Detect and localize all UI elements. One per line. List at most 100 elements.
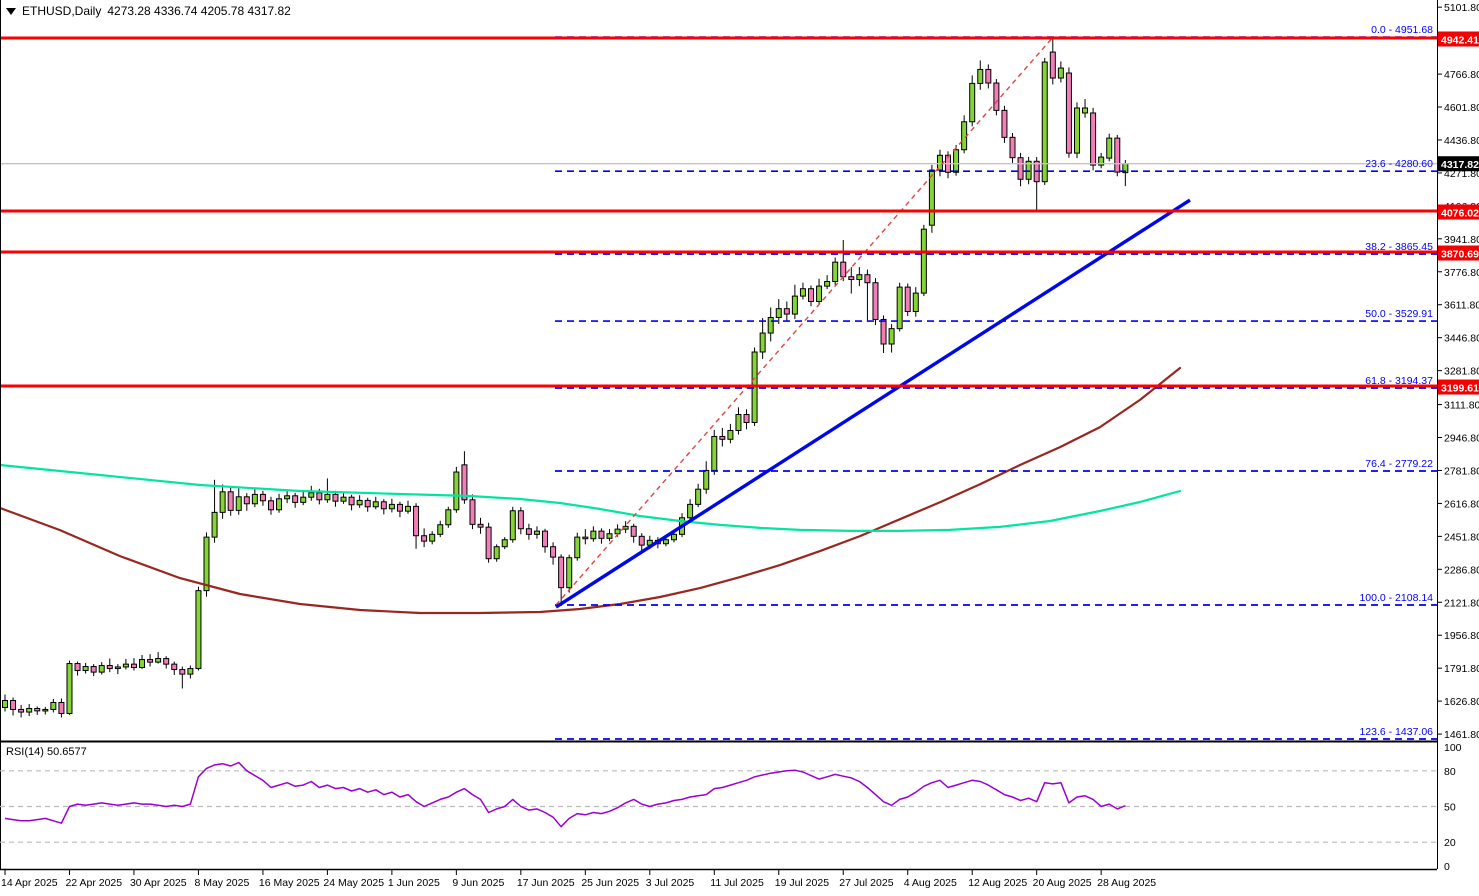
candle-down	[477, 523, 484, 528]
resistance-lines[interactable]	[0, 36, 1437, 388]
candle-up	[791, 295, 798, 315]
candle-up	[735, 414, 742, 431]
svg-text:0.0 - 4951.68: 0.0 - 4951.68	[1371, 24, 1433, 36]
candle-up	[66, 663, 73, 714]
svg-text:11 Jul 2025: 11 Jul 2025	[710, 877, 764, 889]
candle-down	[292, 495, 299, 503]
svg-text:2946.80: 2946.80	[1444, 433, 1479, 445]
candle-down	[719, 435, 726, 440]
candle-up	[445, 509, 452, 526]
svg-text:3776.80: 3776.80	[1444, 267, 1479, 279]
svg-text:4317.82: 4317.82	[1441, 159, 1479, 171]
resistance-price-badge	[1438, 31, 1479, 47]
ohlc-values-label: 4273.28 4336.74 4205.78 4317.82	[107, 4, 291, 18]
symbol-dropdown-icon[interactable]	[6, 7, 16, 15]
date-axis[interactable]: 14 Apr 2025 22 Apr 2025 30 Apr 2025 8 May 2…	[1, 870, 1156, 889]
candle-down	[413, 505, 420, 537]
candle-up	[211, 511, 218, 538]
candle-up	[799, 288, 806, 297]
candle-up	[1106, 137, 1113, 159]
candle-up	[509, 510, 516, 541]
svg-text:2616.80: 2616.80	[1444, 498, 1479, 510]
svg-text:22 Apr 2025: 22 Apr 2025	[65, 877, 122, 889]
candle-up	[2, 699, 8, 708]
svg-text:4076.02: 4076.02	[1441, 208, 1479, 220]
candle-up	[590, 530, 597, 540]
candle-down	[259, 493, 266, 502]
svg-text:2286.80: 2286.80	[1444, 564, 1479, 576]
svg-text:19 Jul 2025: 19 Jul 2025	[775, 877, 829, 889]
candle-down	[171, 663, 178, 671]
candle-up	[614, 528, 621, 535]
candle-down	[630, 525, 637, 537]
candle-down	[163, 658, 170, 665]
candle-down	[558, 556, 565, 589]
candle-up	[703, 469, 710, 490]
candle-down	[332, 493, 339, 502]
svg-text:38.2 - 3865.45: 38.2 - 3865.45	[1365, 241, 1433, 253]
candle-up	[566, 557, 573, 589]
svg-text:4601.80: 4601.80	[1444, 102, 1479, 114]
candle-up	[203, 536, 210, 592]
candle-up	[670, 533, 677, 541]
resistance-price-badge	[1438, 379, 1479, 395]
candle-up	[284, 495, 291, 500]
svg-text:5101.80: 5101.80	[1444, 2, 1479, 14]
candle-up	[340, 496, 347, 502]
candle-down	[872, 282, 879, 320]
svg-text:4 Aug 2025: 4 Aug 2025	[904, 877, 957, 889]
candle-down	[880, 318, 887, 345]
candle-up	[711, 435, 718, 471]
svg-text:100: 100	[1444, 742, 1462, 754]
candle-up	[759, 332, 766, 353]
candle-up	[300, 496, 307, 503]
svg-text:3111.80: 3111.80	[1444, 400, 1479, 412]
svg-text:100.0 - 2108.14: 100.0 - 2108.14	[1359, 592, 1433, 604]
candle-down	[517, 510, 524, 530]
blue-trend-line[interactable]	[555, 198, 1191, 609]
candle-up	[1057, 67, 1064, 79]
candle-up	[896, 286, 903, 330]
svg-text:3941.80: 3941.80	[1444, 234, 1479, 246]
candle-down	[808, 288, 814, 302]
candle-up	[429, 533, 436, 542]
chart-title-bar[interactable]: ETHUSD,Daily 4273.28 4336.74 4205.78 431…	[6, 4, 291, 18]
price-axis[interactable]: 5101.804766.804601.804436.804271.804106.…	[1437, 2, 1479, 741]
candle-down	[130, 663, 137, 669]
candle-up	[437, 524, 444, 535]
candle-down	[1090, 112, 1097, 166]
svg-text:50: 50	[1444, 802, 1456, 814]
candle-up	[920, 228, 927, 294]
svg-text:80: 80	[1444, 766, 1456, 778]
candle-up	[533, 530, 540, 535]
candle-up	[1098, 156, 1105, 166]
candle-up	[155, 658, 162, 663]
svg-text:1 Jun 2025: 1 Jun 2025	[388, 877, 440, 889]
candle-up	[832, 261, 839, 283]
candle-down	[783, 308, 790, 315]
svg-text:9 Jun 2025: 9 Jun 2025	[452, 877, 504, 889]
candle-down	[1001, 109, 1008, 138]
fibonacci-retracement[interactable]: 0.0 - 4951.68 23.6 - 4280.60 38.2 - 3865.4…	[555, 24, 1437, 740]
candle-down	[469, 499, 476, 525]
candle-down	[485, 526, 492, 560]
svg-text:20: 20	[1444, 837, 1456, 849]
svg-text:123.6 - 1437.06: 123.6 - 1437.06	[1359, 726, 1433, 738]
candle-up	[687, 503, 694, 519]
candle-up	[388, 503, 395, 510]
svg-text:30 Apr 2025: 30 Apr 2025	[130, 877, 187, 889]
candle-up	[324, 493, 331, 501]
candlestick-series	[2, 37, 1129, 718]
candle-down	[396, 503, 403, 512]
symbol-period-label: ETHUSD,Daily	[22, 4, 102, 18]
candle-down	[34, 707, 41, 712]
svg-text:2121.80: 2121.80	[1444, 597, 1479, 609]
candle-down	[179, 669, 186, 675]
candle-up	[195, 590, 202, 670]
svg-text:61.8 - 3194.37: 61.8 - 3194.37	[1365, 375, 1433, 387]
candle-up	[82, 666, 89, 672]
candle-down	[421, 535, 428, 542]
svg-text:28 Aug 2025: 28 Aug 2025	[1097, 877, 1156, 889]
candle-up	[606, 533, 613, 539]
